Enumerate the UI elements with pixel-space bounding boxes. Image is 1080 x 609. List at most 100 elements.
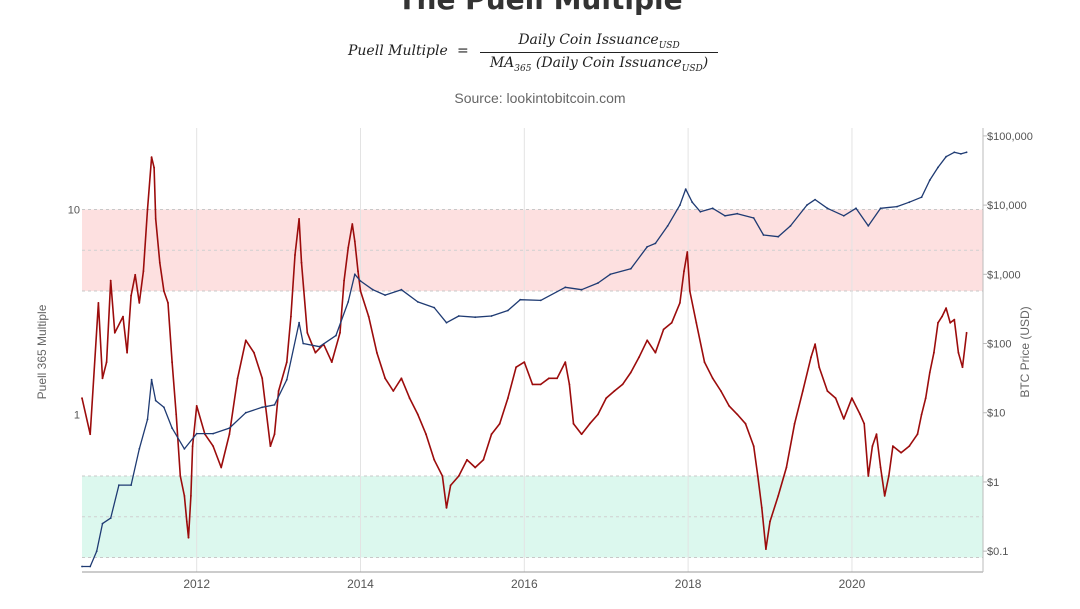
data-point-puell [879,466,882,469]
data-point-price [789,225,792,227]
data-point-price [826,207,829,210]
data-point-price [212,432,215,435]
data-point-puell [466,458,468,461]
data-point-puell [720,390,722,392]
data-point-puell [933,351,935,354]
data-point-price [736,212,739,215]
data-point-price [629,267,632,270]
data-point-puell [416,413,419,416]
data-point-puell [474,466,477,469]
source-note: Source: lookintobitcoin.com [454,90,626,106]
data-point-puell [212,445,215,447]
data-point-puell [236,377,239,380]
data-point-puell [961,366,964,369]
data-point-puell [185,520,188,523]
data-point-puell [105,361,108,363]
data-point-puell [760,506,763,509]
data-point-puell [814,343,816,346]
data-point-puell [957,351,960,354]
data-point-puell [261,377,264,380]
data-point-puell [785,466,788,469]
data-point-puell [425,433,427,436]
data-point-puell [191,445,194,447]
data-point-puell [871,445,874,447]
data-point-puell [683,270,685,273]
data-point-price [261,406,264,409]
data-point-puell [134,273,137,276]
data-point-puell [638,356,640,359]
x-tick-label: 2018 [675,577,702,591]
x-tick-label: 2012 [183,577,210,591]
data-point-puell [89,433,92,436]
data-point-price [101,522,104,525]
data-point-puell [130,294,133,297]
data-point-puell [490,433,493,436]
data-point-puell [941,315,943,318]
data-point-puell [892,445,894,447]
data-point-puell [122,315,124,318]
data-point-price [95,550,98,553]
data-point-price [814,198,816,201]
threshold-bands [82,209,983,559]
data-point-price [691,201,694,204]
data-point-price [400,288,403,291]
data-point-price [118,484,120,486]
data-point-price [138,448,141,450]
data-point-puell [826,390,829,392]
data-point-price [896,205,898,208]
data-point-puell [457,475,460,477]
data-point-price [920,196,923,199]
data-point-price [163,406,165,409]
data-point-price [302,342,305,345]
data-point-price [384,294,386,296]
y-tick-label-right: $1,000 [987,269,1021,281]
data-point-puell [875,433,878,436]
data-point-puell [300,261,303,264]
data-point-puell [928,371,931,374]
data-point-price [154,399,157,402]
data-point-price [298,321,300,324]
data-point-price [318,345,321,348]
data-point-puell [900,451,902,454]
data-point-puell [564,361,567,363]
data-point-price [195,432,198,435]
data-point-price [762,234,765,236]
data-point-puell [183,495,186,497]
data-point-price [724,214,726,217]
data-point-puell [126,351,128,354]
data-point-price [244,411,247,414]
data-point-price [960,153,962,155]
data-point-puell [306,331,309,334]
data-point-puell [568,383,571,386]
data-point-puell [277,390,280,392]
data-point-puell [138,302,141,304]
data-point-puell [953,318,956,321]
y-tick-label-right: $100,000 [987,131,1033,143]
y-tick-label-right: $10 [987,408,1005,420]
data-point-price [433,306,436,309]
data-point-price [580,288,583,291]
data-point-puell [756,475,759,477]
y-tick-label-right: $100 [987,339,1011,351]
data-point-puell [605,397,608,399]
data-point-puell [793,422,796,425]
data-point-price [359,280,362,282]
data-point-price [684,188,687,190]
data-point-puell [801,390,804,392]
x-tick-label: 2020 [839,577,866,591]
data-point-puell [597,413,599,416]
data-point-puell [887,475,890,477]
data-point-puell [314,351,317,354]
formula-fraction-bar [480,52,718,53]
data-point-puell [654,351,657,354]
data-point-puell [515,366,517,369]
data-point-puell [580,433,583,436]
data-point-puell [347,246,350,249]
data-point-price [945,155,947,158]
data-point-price [777,235,780,238]
data-point-puell [353,240,356,243]
data-point-price [490,315,493,317]
data-point-puell [290,315,292,318]
data-point-price [507,309,509,312]
data-point-puell [150,156,153,159]
